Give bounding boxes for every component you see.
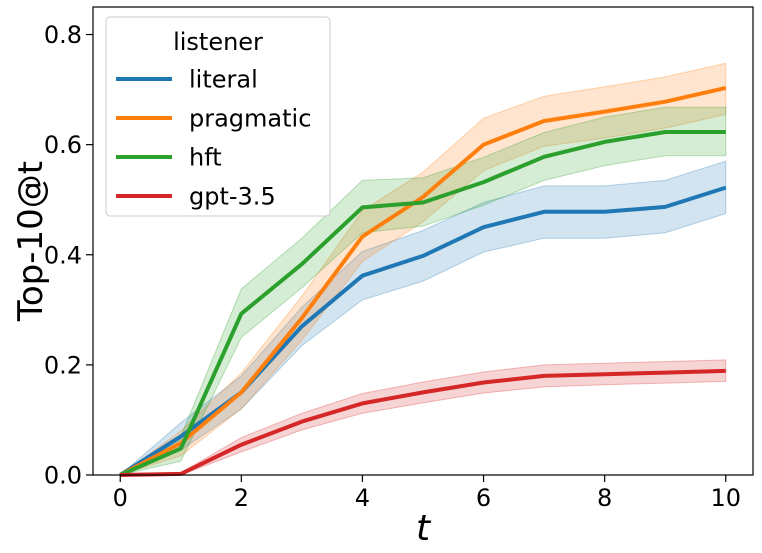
y-tick-label: 0.0 [44, 462, 82, 490]
x-tick-label: 6 [476, 484, 491, 512]
y-tick-label: 0.6 [44, 131, 82, 159]
legend-label-pragmatic: pragmatic [189, 105, 311, 133]
legend-label-literal: literal [189, 66, 258, 94]
series-lines [119, 85, 727, 477]
x-axis-label: t [416, 508, 432, 549]
legend-label-gpt-3-5: gpt-3.5 [189, 183, 276, 211]
y-tick-label: 0.8 [44, 21, 82, 49]
legend: listener literal pragmatic hft gpt-3.5 [105, 16, 331, 217]
x-tick-label: 8 [597, 484, 612, 512]
legend-label-hft: hft [189, 144, 222, 172]
x-tick-label: 2 [234, 484, 249, 512]
plot-frame [92, 6, 754, 476]
legend-box [105, 16, 331, 217]
x-axis: 0 2 4 6 8 10 [113, 475, 741, 512]
line-hft [119, 130, 726, 477]
x-tick-label: 10 [710, 484, 741, 512]
y-tick-label: 0.2 [44, 351, 82, 379]
line-pragmatic [119, 85, 727, 477]
y-axis-label: Top-10@t [11, 161, 51, 322]
x-tick-label: 0 [113, 484, 128, 512]
y-axis: 0.0 0.2 0.4 0.6 0.8 [44, 21, 93, 490]
legend-title: listener [173, 28, 263, 56]
x-tick-label: 4 [355, 484, 370, 512]
y-tick-label: 0.4 [44, 241, 82, 269]
line-gpt-3-5 [120, 368, 726, 477]
